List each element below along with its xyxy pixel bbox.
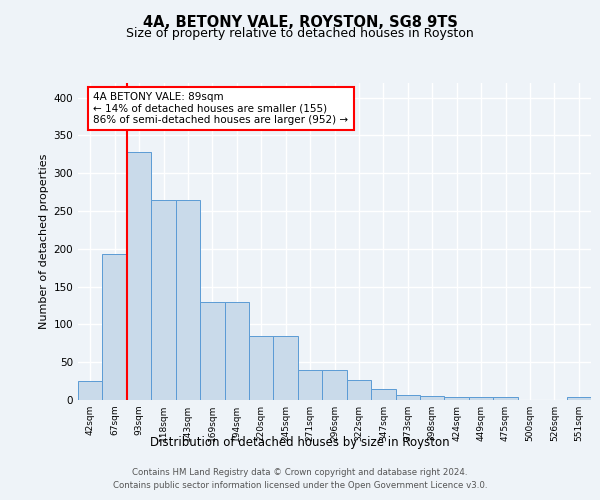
Bar (445, 397, 469, 400)
Text: 4A, BETONY VALE, ROYSTON, SG8 9TS: 4A, BETONY VALE, ROYSTON, SG8 9TS (143, 15, 457, 30)
Text: Size of property relative to detached houses in Royston: Size of property relative to detached ho… (126, 28, 474, 40)
Text: 4A BETONY VALE: 89sqm
← 14% of detached houses are smaller (155)
86% of semi-det: 4A BETONY VALE: 89sqm ← 14% of detached … (94, 92, 349, 125)
Bar (371, 388, 395, 400)
Bar (151, 200, 176, 400)
Bar (493, 397, 518, 400)
Bar (200, 302, 224, 400)
Bar (395, 394, 420, 400)
Bar (347, 380, 371, 400)
Bar (176, 200, 200, 400)
Bar (103, 254, 127, 400)
Bar (298, 370, 322, 400)
Text: Distribution of detached houses by size in Royston: Distribution of detached houses by size … (150, 436, 450, 449)
Bar (469, 397, 493, 400)
Bar (566, 397, 591, 400)
Y-axis label: Number of detached properties: Number of detached properties (39, 154, 49, 329)
Text: Contains public sector information licensed under the Open Government Licence v3: Contains public sector information licen… (113, 480, 487, 490)
Bar (224, 302, 249, 400)
Bar (249, 336, 274, 400)
Bar (420, 396, 445, 400)
Bar (274, 336, 298, 400)
Text: Contains HM Land Registry data © Crown copyright and database right 2024.: Contains HM Land Registry data © Crown c… (132, 468, 468, 477)
Bar (322, 370, 347, 400)
Bar (78, 381, 103, 400)
Bar (127, 152, 151, 400)
